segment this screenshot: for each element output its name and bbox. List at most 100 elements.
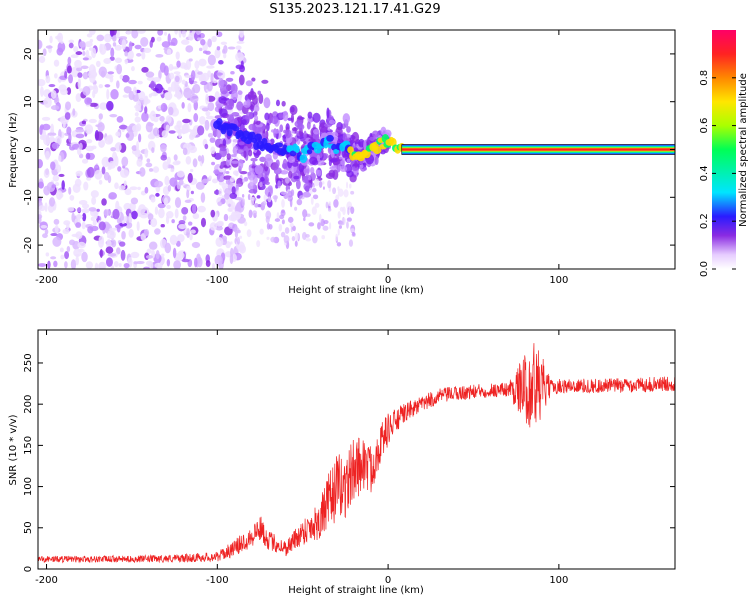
heat-cell: [166, 156, 171, 165]
heat-cell: [167, 86, 172, 94]
heat-cell: [204, 143, 209, 150]
heat-cell: [128, 228, 134, 238]
heat-cell: [121, 220, 125, 224]
heat-cell: [233, 227, 240, 234]
heat-cell: [201, 178, 209, 184]
heat-cell: [328, 119, 336, 125]
y-tick-label: -10: [23, 189, 34, 205]
heat-cell: [288, 170, 293, 179]
heat-cell: [207, 132, 214, 138]
heat-cell: [278, 223, 283, 232]
heat-cell: [176, 234, 185, 243]
heat-cell: [116, 64, 123, 75]
heat-cell: [83, 181, 89, 191]
heat-cell: [135, 260, 145, 265]
heat-cell: [194, 60, 200, 70]
heat-cell: [114, 142, 122, 152]
heat-cell: [121, 39, 127, 50]
heat-cell: [106, 100, 114, 111]
heat-cell: [53, 218, 60, 225]
heat-cell: [145, 162, 153, 168]
heat-cell: [66, 87, 72, 95]
heat-cell: [79, 40, 86, 48]
heat-cell: [115, 131, 121, 137]
heat-cell: [295, 179, 301, 190]
heat-cell: [92, 219, 97, 227]
heat-cell: [96, 208, 100, 212]
heat-cell: [68, 42, 74, 49]
heat-cell: [143, 266, 150, 269]
heat-cell: [144, 148, 149, 158]
heat-cell: [346, 217, 352, 222]
heat-cell: [174, 197, 182, 208]
heat-cell: [351, 166, 359, 172]
heat-cell: [68, 74, 73, 84]
heat-cell: [277, 180, 281, 189]
heat-cell: [121, 230, 126, 240]
heat-cell: [206, 82, 213, 92]
heat-cell: [316, 159, 325, 166]
heat-cell: [254, 115, 259, 122]
heat-cell: [184, 128, 193, 133]
heat-cell: [239, 171, 248, 175]
heat-cell: [126, 30, 132, 35]
heat-cell: [174, 208, 179, 219]
heat-cell: [172, 247, 177, 259]
heat-cell: [248, 189, 258, 194]
heat-cell: [261, 133, 267, 140]
heat-cell: [237, 90, 243, 95]
heat-cell: [265, 210, 272, 220]
heat-cell: [49, 35, 53, 44]
heat-cell: [134, 44, 142, 50]
heat-cell: [237, 158, 244, 170]
heat-cell: [314, 202, 320, 208]
y-tick-label: 250: [23, 353, 34, 372]
heat-cell: [278, 214, 285, 220]
heat-cell: [333, 199, 339, 208]
heat-cell: [57, 41, 66, 53]
heat-cell: [54, 224, 59, 234]
heat-cell: [190, 129, 199, 136]
heat-cell: [135, 107, 142, 112]
heat-cell: [183, 64, 189, 70]
heat-cell: [95, 131, 104, 141]
heat-cell: [220, 41, 228, 45]
heat-cell: [91, 145, 97, 150]
heat-cell: [161, 130, 169, 138]
heat-cell: [197, 71, 203, 75]
heat-cell: [93, 212, 98, 220]
x-tick-label: -200: [35, 575, 58, 586]
heat-cell: [130, 251, 140, 259]
heat-cell: [216, 46, 221, 51]
heat-cell: [280, 191, 287, 195]
heat-cell: [126, 49, 134, 60]
heat-cell: [312, 187, 317, 193]
colorbar-tick-label: 0.4: [699, 165, 710, 181]
heat-cell: [168, 130, 176, 134]
heat-cell: [84, 97, 92, 105]
y-tick-label: -20: [23, 237, 34, 253]
heat-cell: [139, 212, 149, 219]
heat-cell: [81, 203, 90, 209]
heat-cell: [229, 254, 234, 265]
heat-cell: [75, 231, 83, 240]
heat-cell: [215, 72, 223, 76]
heat-cell: [192, 213, 200, 220]
heat-cell: [338, 225, 343, 229]
heat-cell: [217, 201, 223, 207]
heat-cell: [166, 48, 172, 56]
heat-cell: [84, 41, 93, 48]
heat-cell: [201, 107, 209, 112]
heat-cell: [318, 181, 323, 188]
heat-cell: [195, 30, 202, 35]
heat-cell: [316, 169, 322, 177]
heat-cell: [88, 207, 97, 212]
heat-cell: [117, 166, 122, 172]
heat-cell: [93, 84, 97, 90]
heat-cell: [109, 113, 118, 118]
heat-cell: [44, 228, 49, 235]
heat-cell: [283, 235, 290, 244]
heat-cell: [306, 213, 311, 217]
spectrogram-x-ticks: -200 -100 0 100: [35, 30, 568, 286]
heat-cell: [207, 101, 215, 112]
